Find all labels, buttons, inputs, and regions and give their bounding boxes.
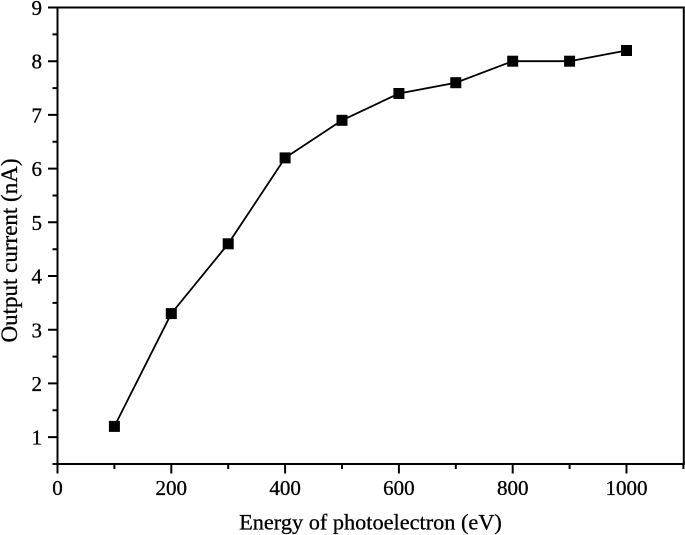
svg-text:800: 800 [497,476,529,500]
svg-text:1000: 1000 [606,476,648,500]
svg-text:6: 6 [32,157,43,181]
svg-text:200: 200 [156,476,188,500]
svg-text:7: 7 [32,103,43,127]
svg-text:600: 600 [383,476,415,500]
svg-text:4: 4 [32,265,43,289]
svg-text:3: 3 [32,318,43,342]
svg-text:9: 9 [32,0,43,20]
svg-text:Output current (nA): Output current (nA) [0,159,22,343]
svg-text:0: 0 [52,476,63,500]
svg-text:Energy of photoelectron (eV): Energy of photoelectron (eV) [239,510,502,535]
svg-text:8: 8 [32,50,43,74]
svg-text:5: 5 [32,211,43,235]
svg-text:1: 1 [32,426,43,450]
svg-text:2: 2 [32,372,43,396]
svg-text:400: 400 [269,476,301,500]
